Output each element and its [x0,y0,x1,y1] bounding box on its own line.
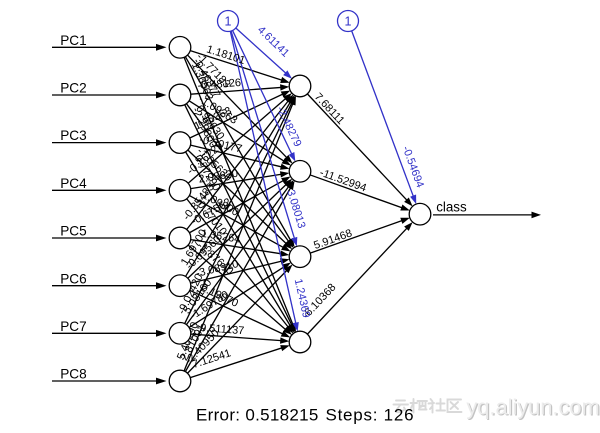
svg-text:PC4: PC4 [60,176,87,191]
svg-text:PC3: PC3 [60,128,86,143]
svg-text:PC7: PC7 [60,319,86,334]
svg-text:PC8: PC8 [60,367,86,382]
svg-text:yq.aliyun.com: yq.aliyun.com [468,396,600,421]
svg-text:PC1: PC1 [60,33,86,48]
svg-text:-0.48126: -0.48126 [197,77,241,92]
svg-text:yq.aliyun.com: yq.aliyun.com [466,394,599,419]
svg-text:PC5: PC5 [60,224,86,239]
svg-text:class: class [436,200,467,215]
svg-text:PC2: PC2 [60,81,86,96]
svg-text:Steps: 126: Steps: 126 [326,406,415,425]
svg-text:1: 1 [345,14,352,28]
svg-text:1: 1 [225,14,232,28]
svg-text:Error: 0.518215: Error: 0.518215 [196,406,319,425]
svg-text:-0.511137: -0.511137 [196,322,245,337]
svg-text:PC6: PC6 [60,271,86,286]
